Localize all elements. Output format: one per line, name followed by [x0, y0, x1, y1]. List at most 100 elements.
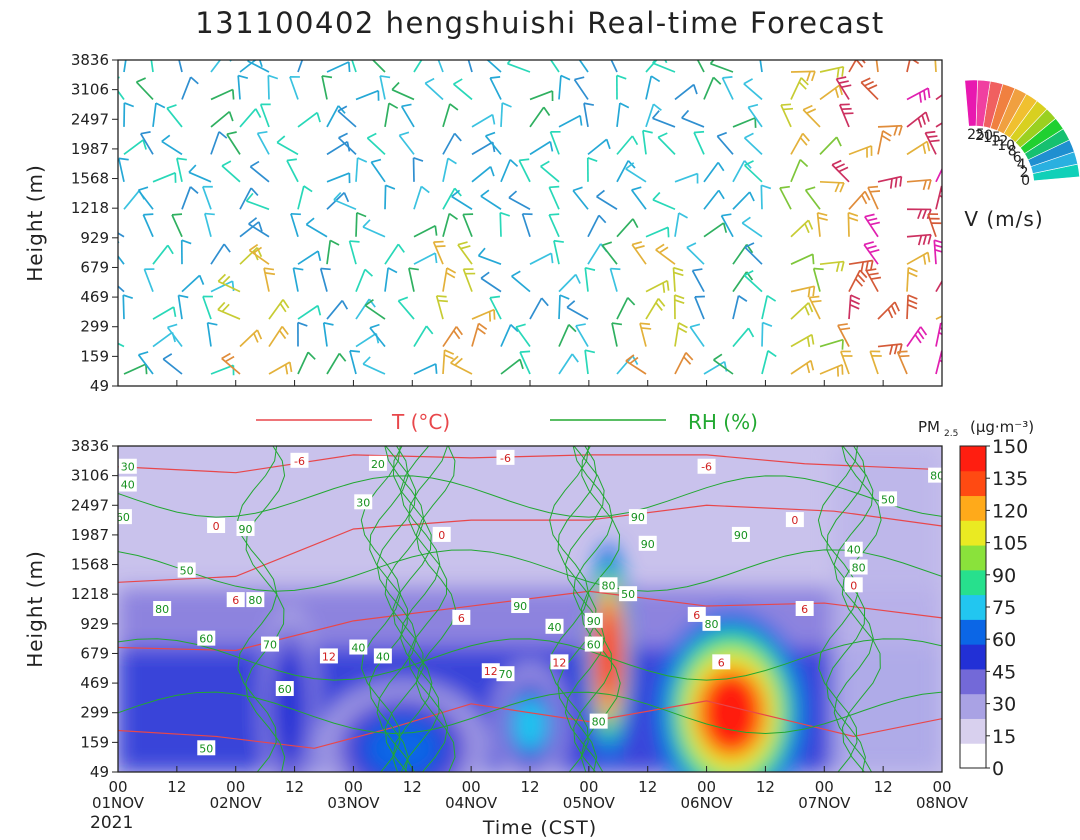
wind-barb-shaft	[137, 189, 154, 210]
wind-barb-shaft	[819, 136, 838, 155]
wind-barb-shaft	[906, 87, 929, 101]
wind-barb-flag	[506, 60, 512, 65]
temperature-label: 12	[319, 648, 338, 664]
wind-barb-shaft	[625, 168, 647, 183]
wind-barb-flag	[218, 131, 228, 139]
rh-label-bg	[246, 592, 265, 608]
rh-contours	[118, 446, 942, 772]
wind-barb-shaft	[484, 135, 502, 155]
wind-barb-flag	[766, 294, 777, 302]
rh-label-text: 90	[587, 615, 601, 628]
wind-barb-shaft	[575, 325, 589, 347]
wind-barb-flag	[178, 294, 189, 299]
wind-barb-flag	[509, 159, 519, 168]
pm-colorbar-tick-label: 120	[992, 500, 1028, 522]
wind-barb-shaft	[435, 295, 444, 320]
wind-barb-flag	[489, 295, 501, 299]
rh-label-text: 90	[631, 511, 645, 524]
wind-barb-shaft	[239, 221, 260, 238]
wind-barb-flag	[813, 267, 824, 271]
rh-label-text: 90	[641, 538, 655, 551]
wind-barb-flag	[605, 139, 611, 150]
contour-labels: -6 -6 -6 0 0 0 0 6 6 6 6 12 12 12 6 30 40 60 50 80 60 90 80 70 6…	[118, 449, 942, 756]
wind-barb-shaft	[471, 323, 480, 347]
wind-barb-shaft	[413, 60, 423, 73]
wind-barb-flag	[399, 131, 410, 137]
wind-barb-shaft	[610, 60, 618, 73]
wind-barb-shaft	[616, 218, 634, 238]
wind-barb-flag	[140, 131, 151, 135]
rh-label: 80	[153, 601, 172, 616]
wind-barb-shaft	[674, 212, 680, 237]
wind-barb-flag	[641, 327, 652, 330]
wind-barb-flag	[385, 184, 396, 190]
wind-barb-flag	[914, 334, 922, 344]
temperature-label: 0	[432, 526, 451, 542]
wind-barb-flag	[398, 296, 409, 302]
temperature-label-bg	[795, 601, 814, 616]
wind-barb-flag	[508, 190, 518, 199]
wind-barb-shaft	[210, 280, 233, 293]
wind-barb-flag	[848, 216, 859, 222]
wind-barb-shaft	[848, 190, 866, 210]
wind-colorbar-tick: 2	[1020, 165, 1029, 181]
wind-barb-shaft	[596, 195, 618, 210]
wind-barb-flag	[893, 344, 898, 355]
y-tick-label: 929	[80, 229, 109, 247]
wind-barb-shaft	[289, 76, 299, 100]
wind-barb-shaft	[863, 244, 879, 265]
wind-barb-flag	[181, 239, 192, 245]
wind-barb-shaft	[442, 326, 458, 348]
pm-heatmap	[118, 446, 942, 772]
y-tick-label: 49	[90, 763, 109, 781]
wind-barb-flag	[188, 164, 197, 173]
wind-barb-flag	[887, 308, 894, 319]
wind-barb-flag	[167, 323, 178, 329]
wind-barb-shaft	[558, 295, 561, 320]
wind-barb-flag	[810, 360, 815, 371]
wind-barb-shaft	[877, 124, 903, 128]
pm-colorbar-segment	[960, 446, 986, 472]
wind-barb-flag	[587, 157, 598, 162]
wind-barb-flag	[943, 279, 949, 287]
wind-barb-shaft	[804, 189, 821, 210]
wind-barb-shaft	[790, 70, 816, 73]
temperature-label-text: 0	[791, 514, 798, 527]
temperature-label-bg	[207, 518, 226, 534]
wind-barb-shaft	[489, 297, 502, 320]
rh-label-bg	[275, 681, 294, 697]
wind-barb-shaft	[848, 60, 857, 73]
wind-barb-flag	[863, 241, 874, 246]
wind-barb-shaft	[819, 65, 844, 73]
rh-label-bg	[197, 630, 216, 646]
rh-label: 40	[844, 541, 863, 557]
rh-label-text: 50	[621, 588, 635, 601]
wind-barb-flag	[899, 176, 903, 187]
pm-colorbar-segment	[960, 495, 986, 521]
rh-label-bg	[584, 612, 603, 628]
wind-barb-flag	[907, 299, 918, 305]
wind-barb-shaft	[906, 140, 928, 156]
pm-colorbar-tick-label: 150	[992, 436, 1028, 458]
rh-label: 50	[177, 562, 196, 578]
y-tick-label: 159	[80, 733, 109, 751]
wind-barb-flag	[443, 354, 454, 360]
wind-barb-flag	[585, 266, 596, 271]
wind-barb-flag	[584, 349, 596, 354]
wind-barb-shaft	[442, 349, 446, 375]
wind-barb-shaft	[384, 267, 389, 292]
temperature-label-text: 12	[484, 665, 498, 678]
wind-barb-flag	[857, 273, 866, 283]
wind-barb-flag	[907, 271, 918, 278]
wind-barb-shaft	[239, 108, 257, 128]
wind-barb-shaft	[237, 75, 241, 100]
temperature-label-bg	[687, 606, 706, 622]
y-tick-label: 3106	[71, 81, 109, 99]
wind-barb-flag	[806, 336, 811, 348]
pm-colorbar-tick-label: 15	[992, 726, 1016, 748]
wind-barb-flag	[807, 287, 811, 298]
wind-barb-flag	[549, 141, 554, 152]
rh-label-text: 80	[592, 716, 606, 729]
wind-barb-flag	[631, 186, 642, 191]
wind-barb-shaft	[587, 138, 608, 156]
